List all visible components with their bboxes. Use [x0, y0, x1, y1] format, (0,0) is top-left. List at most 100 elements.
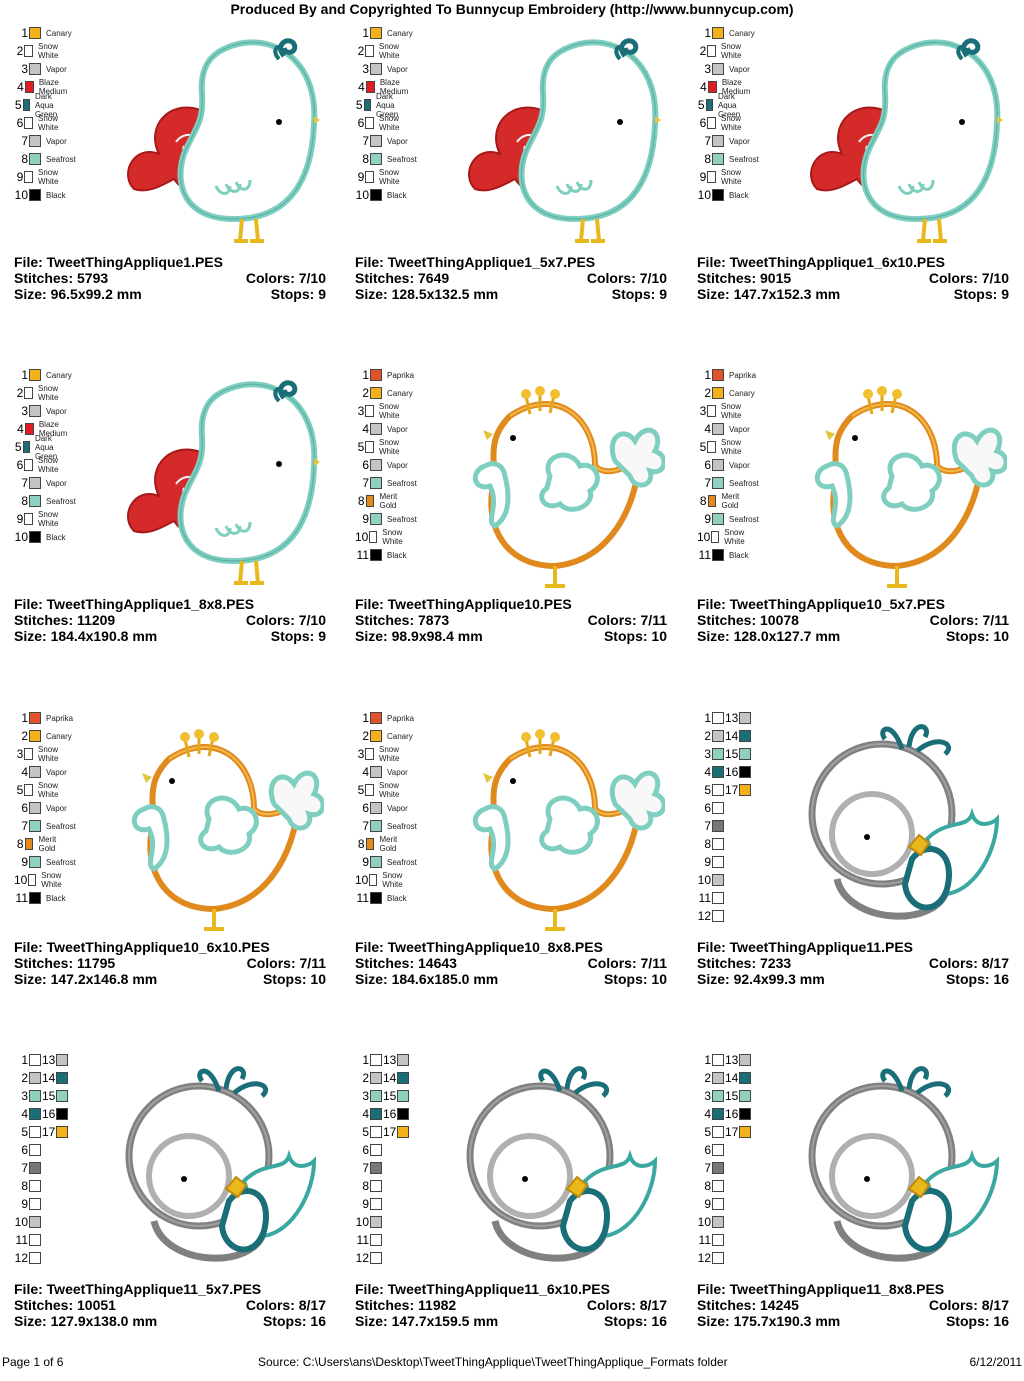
legend-row: 11 [355, 1231, 387, 1249]
legend-row: 4 Vapor [14, 763, 67, 781]
color-count: 7/11 [640, 612, 667, 628]
color-count: 7/11 [299, 955, 326, 971]
legend-row: 8 [697, 1177, 729, 1195]
color-swatch [56, 1054, 69, 1066]
legend-number: 1 [362, 26, 369, 40]
legend-number: 4 [704, 765, 711, 779]
file-label: File: [697, 939, 730, 955]
thread-name: Vapor [46, 406, 67, 416]
legend-row: 9 Snow White [14, 510, 66, 528]
color-swatch [397, 1072, 410, 1084]
stops-label: Stops: [953, 286, 1002, 302]
legend-number: 16 [725, 1107, 739, 1121]
legend-row: 12 [14, 1249, 46, 1267]
stops-label: Stops: [270, 628, 319, 644]
color-swatch [370, 1216, 382, 1228]
color-swatch [370, 1144, 382, 1156]
color-swatch [397, 1054, 410, 1066]
design-info: File: TweetThingApplique1_8x8.PES Stitch… [14, 596, 326, 644]
size-label: Size: [355, 1313, 392, 1329]
colors-label: Colors: [928, 1297, 982, 1313]
legend-number: 10 [14, 1215, 28, 1229]
thread-name: Snow White [38, 168, 59, 186]
design-info: File: TweetThingApplique11_5x7.PES Stitc… [14, 1281, 326, 1329]
legend-row: 6 Snow White [14, 114, 66, 132]
color-swatch [365, 405, 374, 417]
stops-label: Stops: [262, 971, 311, 987]
stop-count: 10 [651, 971, 667, 987]
legend-number: 1 [362, 711, 369, 725]
color-swatch [712, 1234, 724, 1246]
legend-row: 4 16 [14, 1105, 73, 1123]
legend-number: 4 [700, 80, 707, 94]
bird-applique-image [114, 719, 326, 939]
file-name: TweetThingApplique10_5x7.PES [729, 596, 945, 612]
stitch-count: 5793 [77, 270, 109, 286]
thread-name: Black [46, 190, 66, 200]
legend-row: 3 Snow White [355, 402, 407, 420]
stops-label: Stops: [603, 1313, 652, 1329]
color-swatch [365, 171, 374, 183]
thread-name: Seafrost [387, 154, 417, 164]
thread-name: Vapor [46, 767, 67, 777]
stop-count: 10 [310, 971, 326, 987]
legend-row: 7 Vapor [14, 132, 66, 150]
color-swatch [29, 1198, 41, 1210]
color-swatch [29, 135, 41, 147]
legend-number: 6 [362, 458, 369, 472]
color-swatch [712, 730, 724, 742]
legend-row: 6 Vapor [697, 456, 749, 474]
color-swatch [712, 27, 724, 39]
legend-row: 4 Vapor [355, 763, 407, 781]
thread-name: Canary [387, 731, 413, 741]
color-swatch [56, 1090, 69, 1102]
thread-name: Vapor [729, 136, 750, 146]
color-swatch [24, 513, 33, 525]
color-swatch [24, 387, 33, 399]
legend-number: 10 [355, 1215, 369, 1229]
legend-row: 8 Seafrost [697, 150, 758, 168]
color-swatch [369, 874, 378, 886]
design-card: 1 13 2 14 3 15 4 16 5 17 6 7 8 9 [14, 1051, 334, 1381]
color-swatch [29, 1090, 41, 1102]
legend-number: 12 [14, 1251, 28, 1265]
legend-number: 9 [362, 512, 369, 526]
color-swatch [24, 748, 33, 760]
stitch-count: 7873 [418, 612, 450, 628]
legend-row: 8 Merit Gold [14, 835, 64, 853]
design-card: 1 13 2 14 3 15 4 16 5 17 6 7 8 9 [355, 1051, 675, 1381]
color-swatch [24, 81, 34, 93]
legend-number: 7 [704, 819, 711, 833]
color-swatch [365, 117, 374, 129]
thread-name: Snow White [382, 871, 403, 889]
thread-name: Canary [387, 28, 413, 38]
legend-number: 10 [697, 530, 711, 544]
colors-label: Colors: [245, 612, 299, 628]
legend-row: 8 [14, 1177, 46, 1195]
legend-number: 1 [704, 26, 711, 40]
legend-row: 2 Snow White [697, 42, 749, 60]
stops-label: Stops: [603, 971, 652, 987]
legend-row: 7 [14, 1159, 46, 1177]
legend-number: 7 [704, 134, 711, 148]
color-swatch [712, 459, 724, 471]
legend-row: 3 15 [355, 1087, 414, 1105]
legend-number: 11 [356, 548, 369, 562]
legend-number: 6 [704, 458, 711, 472]
legend-number: 5 [362, 1125, 369, 1139]
color-swatch [739, 1054, 752, 1066]
size-label: Size: [14, 971, 51, 987]
color-count: 7/10 [981, 270, 1009, 286]
legend-number: 4 [21, 765, 28, 779]
legend-row: 9 [355, 1195, 387, 1213]
color-swatch [22, 441, 30, 453]
legend-number: 2 [362, 729, 369, 743]
thread-name: Snow White [721, 114, 742, 132]
file-name: TweetThingApplique11_6x10.PES [387, 1281, 610, 1297]
legend-row: 2 Snow White [14, 42, 66, 60]
thread-name: Snow White [721, 438, 742, 456]
color-swatch [712, 1072, 724, 1084]
stitches-label: Stitches: [697, 612, 761, 628]
legend-number: 9 [699, 170, 707, 184]
color-swatch [712, 748, 724, 760]
